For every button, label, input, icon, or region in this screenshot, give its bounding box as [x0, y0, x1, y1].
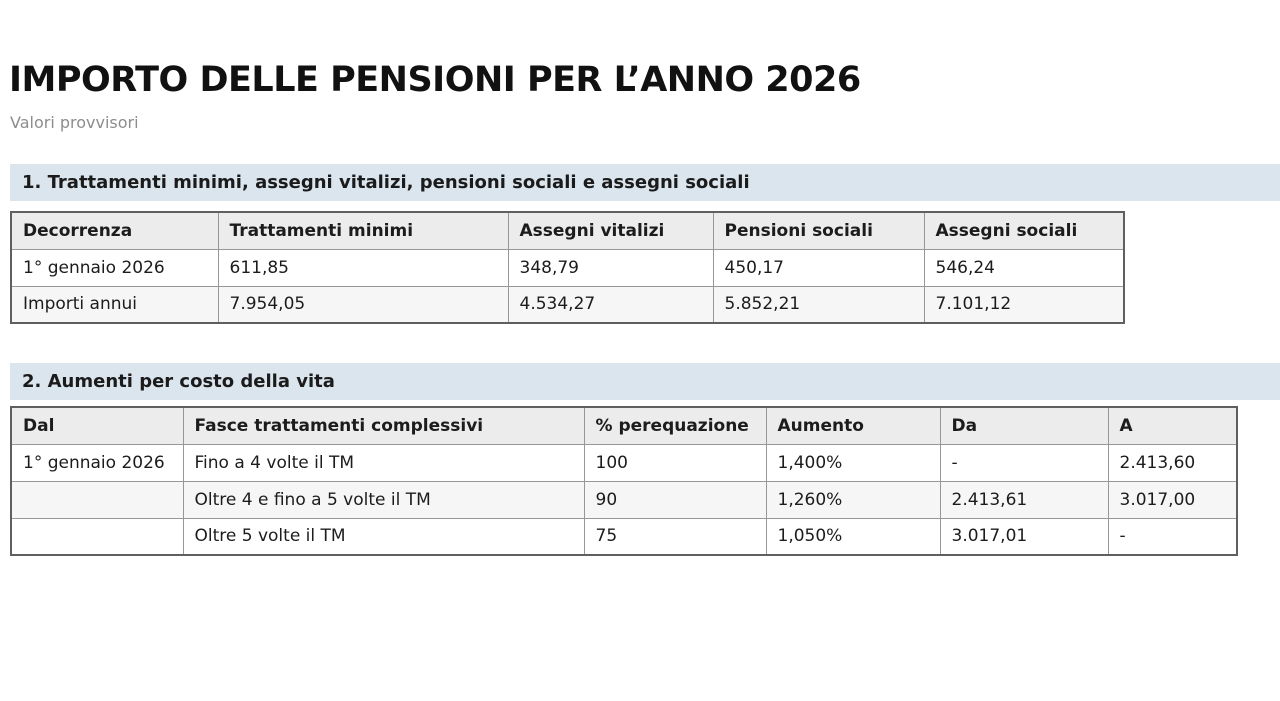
table-cell: 2.413,60 — [1107, 443, 1238, 482]
column-header: Fasce trattamenti complessivi — [182, 406, 585, 445]
table-cell: - — [939, 443, 1109, 482]
table-row: Oltre 4 e fino a 5 volte il TM 90 1,260%… — [10, 480, 1238, 519]
section-2-heading-text: 2. Aumenti per costo della vita — [22, 371, 335, 392]
section-1-header: 1. Trattamenti minimi, assegni vitalizi,… — [10, 164, 1280, 201]
table-cell: 3.017,00 — [1107, 480, 1238, 519]
table-cell: - — [1107, 517, 1238, 556]
table-cell: Oltre 4 e fino a 5 volte il TM — [182, 480, 585, 519]
table-cell: 348,79 — [507, 248, 714, 287]
table-cell: 1,400% — [765, 443, 941, 482]
table-cell: 5.852,21 — [712, 285, 925, 324]
table-cell: 75 — [583, 517, 767, 556]
table-cell: 1° gennaio 2026 — [10, 443, 184, 482]
minimum-benefits-table: Decorrenza Trattamenti minimi Assegni vi… — [10, 211, 1125, 324]
table-cell: Oltre 5 volte il TM — [182, 517, 585, 556]
page-title: IMPORTO DELLE PENSIONI PER L’ANNO 2026 — [9, 60, 861, 100]
column-header: Aumento — [765, 406, 941, 445]
table-row: 1° gennaio 2026 Fino a 4 volte il TM 100… — [10, 443, 1238, 482]
column-header: Pensioni sociali — [712, 211, 925, 250]
table-cell: 546,24 — [923, 248, 1125, 287]
table-cell: 4.534,27 — [507, 285, 714, 324]
column-header: Assegni vitalizi — [507, 211, 714, 250]
section-1-heading-text: 1. Trattamenti minimi, assegni vitalizi,… — [22, 172, 750, 193]
table-cell: 7.101,12 — [923, 285, 1125, 324]
table-header-row: Decorrenza Trattamenti minimi Assegni vi… — [10, 211, 1125, 250]
table-cell: Fino a 4 volte il TM — [182, 443, 585, 482]
table-cell: 1,050% — [765, 517, 941, 556]
table-cell: 90 — [583, 480, 767, 519]
table-row: Oltre 5 volte il TM 75 1,050% 3.017,01 - — [10, 517, 1238, 556]
column-header: Decorrenza — [10, 211, 219, 250]
table-cell: 100 — [583, 443, 767, 482]
table-header-row: Dal Fasce trattamenti complessivi % pere… — [10, 406, 1238, 445]
column-header: Dal — [10, 406, 184, 445]
cost-of-living-increases-table: Dal Fasce trattamenti complessivi % pere… — [10, 406, 1238, 556]
column-header: A — [1107, 406, 1238, 445]
table-cell: 611,85 — [217, 248, 509, 287]
table-cell: 1° gennaio 2026 — [10, 248, 219, 287]
table-row: 1° gennaio 2026 611,85 348,79 450,17 546… — [10, 248, 1125, 287]
table-cell: Importi annui — [10, 285, 219, 324]
table-row: Importi annui 7.954,05 4.534,27 5.852,21… — [10, 285, 1125, 324]
table-cell — [10, 517, 184, 556]
page-subtitle: Valori provvisori — [10, 113, 139, 132]
column-header: Trattamenti minimi — [217, 211, 509, 250]
column-header: Assegni sociali — [923, 211, 1125, 250]
table-cell: 2.413,61 — [939, 480, 1109, 519]
table-cell: 7.954,05 — [217, 285, 509, 324]
column-header: Da — [939, 406, 1109, 445]
table-cell: 450,17 — [712, 248, 925, 287]
table-cell — [10, 480, 184, 519]
column-header: % perequazione — [583, 406, 767, 445]
table-cell: 3.017,01 — [939, 517, 1109, 556]
table-cell: 1,260% — [765, 480, 941, 519]
section-2-header: 2. Aumenti per costo della vita — [10, 363, 1280, 400]
